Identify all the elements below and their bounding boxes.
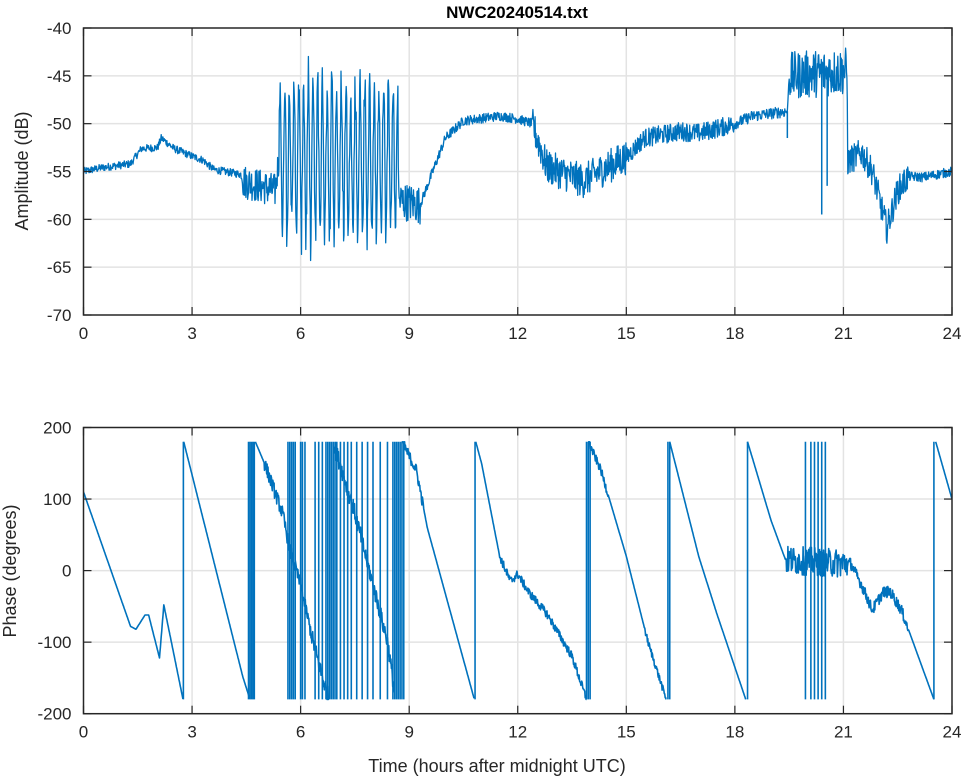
y-tick-label: -45	[47, 67, 72, 86]
phase-line	[746, 441, 935, 700]
x-axis-label: Time (hours after midnight UTC)	[368, 756, 625, 776]
x-tick-label: 0	[79, 324, 88, 343]
y-tick-label: -55	[47, 163, 72, 182]
phase-line	[332, 441, 396, 693]
phase-line	[182, 441, 251, 699]
x-tick-label: 3	[187, 723, 196, 742]
phase-line	[587, 441, 667, 700]
x-tick-label: 21	[834, 723, 853, 742]
y-tick-label: -50	[47, 115, 72, 134]
x-tick-label: 12	[508, 324, 527, 343]
amplitude-y-label: Amplitude (dB)	[12, 111, 32, 230]
y-tick-label: -200	[37, 705, 71, 724]
y-tick-label: -70	[47, 306, 72, 325]
x-tick-label: 3	[187, 324, 196, 343]
y-tick-label: 0	[62, 562, 71, 581]
x-tick-label: 24	[943, 723, 962, 742]
x-tick-label: 9	[404, 723, 413, 742]
x-tick-label: 6	[296, 324, 305, 343]
x-tick-label: 9	[404, 324, 413, 343]
x-tick-label: 0	[79, 723, 88, 742]
phase-y-label: Phase (degrees)	[0, 504, 20, 637]
x-tick-label: 18	[725, 324, 744, 343]
x-tick-label: 21	[834, 324, 853, 343]
phase-axes: 0 3 6 9 12 15 18 21 24 200 100 0 -100 -200	[37, 419, 961, 742]
x-tick-label: 18	[725, 723, 744, 742]
y-tick-label: -60	[47, 210, 72, 229]
x-tick-label: 12	[508, 723, 527, 742]
y-tick-label: -100	[37, 633, 71, 652]
phase-line	[475, 441, 587, 701]
y-tick-label: -65	[47, 258, 72, 277]
x-tick-label: 15	[617, 723, 636, 742]
amplitude-line	[83, 47, 952, 262]
series-group	[83, 47, 952, 262]
amplitude-axes: 0 3 6 9 12 15 18 21 24 -40 -45 -50 -55 -60 -65 -70	[47, 19, 962, 343]
phase-line	[668, 441, 747, 700]
phase-line	[934, 441, 952, 499]
series-group	[83, 441, 952, 701]
chart-title: NWC20240514.txt	[446, 3, 588, 22]
y-tick-label: 200	[43, 419, 71, 438]
y-tick-label: -40	[47, 19, 72, 38]
x-tick-label: 24	[943, 324, 962, 343]
x-tick-label: 15	[617, 324, 636, 343]
phase-line	[83, 491, 184, 700]
x-tick-label: 6	[296, 723, 305, 742]
phase-line	[401, 441, 475, 699]
y-tick-label: 100	[43, 490, 71, 509]
